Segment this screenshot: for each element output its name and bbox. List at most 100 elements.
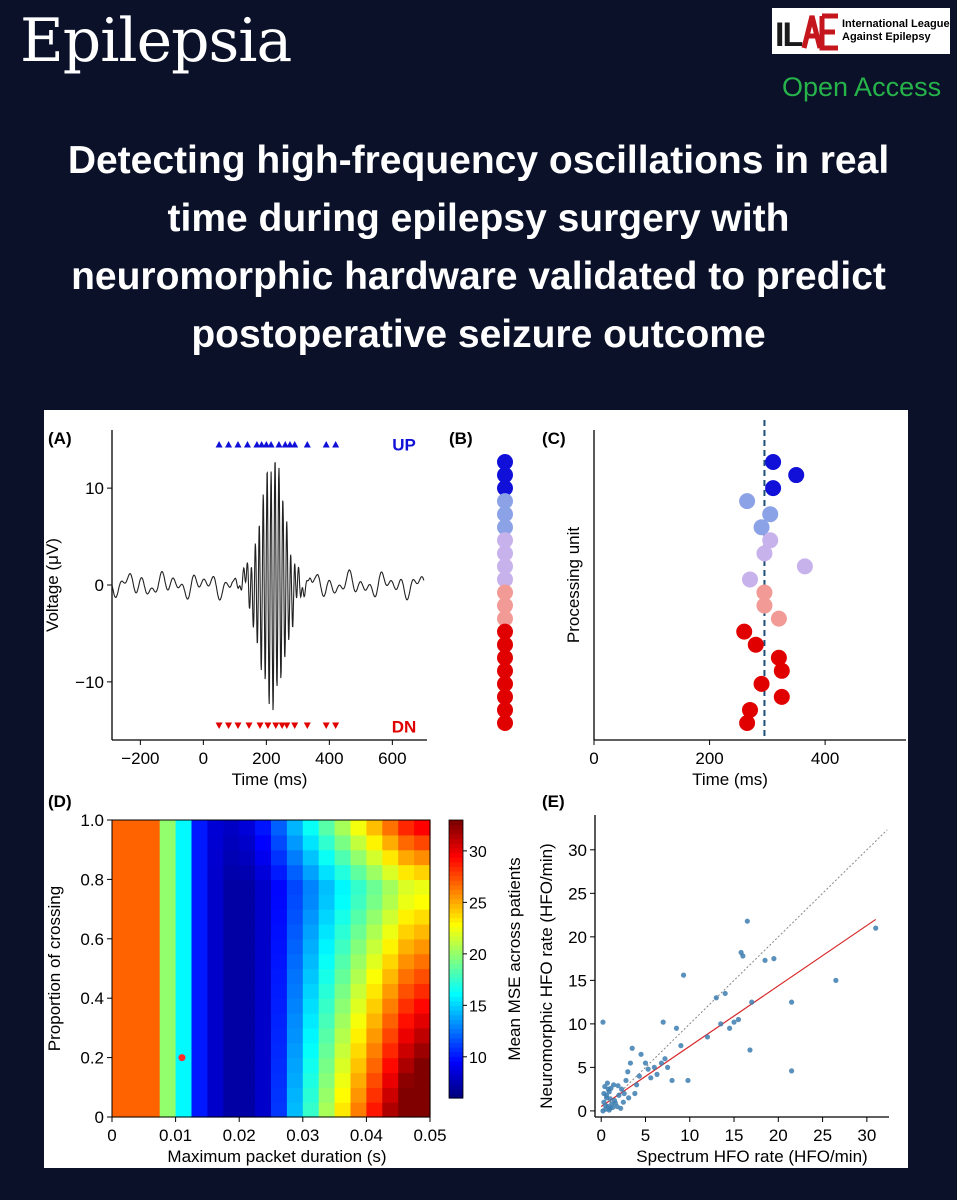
d-colorbar-step xyxy=(449,1037,463,1043)
ilae-line2: Against Epilepsy xyxy=(842,31,931,43)
d-heatmap-cell xyxy=(414,1027,431,1044)
a-dn-marker xyxy=(278,722,286,729)
d-heatmap-cell xyxy=(191,953,208,970)
d-heatmap-cell xyxy=(255,834,272,851)
a-up-marker xyxy=(303,441,311,448)
d-heatmap-cell xyxy=(271,849,288,866)
d-y-tick-label: 0.8 xyxy=(80,870,104,889)
d-heatmap-cell xyxy=(318,1057,336,1074)
e-data-point xyxy=(673,1025,680,1031)
e-data-point xyxy=(615,1083,621,1089)
d-heatmap-cell xyxy=(207,864,224,880)
d-heatmap-cell xyxy=(318,894,336,910)
e-data-point xyxy=(600,1019,606,1025)
d-heatmap-cell xyxy=(223,864,240,880)
e-identity-line xyxy=(600,829,888,1112)
d-heatmap-cell xyxy=(159,953,177,970)
a-up-marker xyxy=(258,441,266,448)
d-heatmap-cell xyxy=(271,923,288,940)
d-heatmap-cell xyxy=(159,1057,177,1074)
svg-text:IL: IL xyxy=(775,16,802,54)
d-heatmap-cell xyxy=(191,1057,208,1074)
b-unit-dot xyxy=(497,610,513,627)
a-x-tick-label: −200 xyxy=(121,749,159,768)
d-heatmap-cell xyxy=(191,1027,208,1044)
d-heatmap-cell xyxy=(302,834,320,851)
a-up-marker xyxy=(267,441,275,448)
b-unit-dot xyxy=(497,649,513,666)
c-spike-dot xyxy=(742,701,758,718)
e-data-point xyxy=(605,1086,611,1092)
d-heatmap-cell xyxy=(159,938,177,955)
d-heatmap-cell xyxy=(127,820,145,836)
b-unit-dot xyxy=(497,493,513,510)
d-heatmap-cell xyxy=(302,909,320,925)
d-heatmap-cell xyxy=(191,1072,208,1088)
d-heatmap-cell xyxy=(175,1087,193,1103)
e-data-point xyxy=(618,1105,624,1111)
d-heatmap-cell xyxy=(382,1072,399,1088)
panel-label-c: (C) xyxy=(542,429,566,448)
d-heatmap-cell xyxy=(207,879,224,895)
d-heatmap-cell xyxy=(334,968,352,984)
d-heatmap-cell xyxy=(143,909,161,925)
a-y-tick-label: −10 xyxy=(75,673,104,692)
d-heatmap-cell xyxy=(382,834,399,851)
d-heatmap-cell xyxy=(382,968,399,984)
a-up-marker xyxy=(332,441,340,448)
d-heatmap-cell xyxy=(143,894,161,910)
d-heatmap-cell xyxy=(271,1057,288,1074)
d-heatmap-cell xyxy=(127,1027,145,1044)
d-heatmap-cell xyxy=(318,909,336,925)
d-heatmap-cell xyxy=(271,909,288,925)
d-heatmap-cell xyxy=(414,1042,431,1059)
panel-label-d: (D) xyxy=(48,792,72,811)
d-heatmap-cell xyxy=(207,834,224,851)
d-heatmap-cell xyxy=(223,1057,240,1074)
d-heatmap-cell xyxy=(255,909,272,925)
d-heatmap-cell xyxy=(350,879,367,895)
d-heatmap-cell xyxy=(239,1087,256,1103)
d-heatmap-cell xyxy=(175,938,193,955)
d-heatmap-cell xyxy=(398,953,415,970)
e-x-axis-label: Spectrum HFO rate (HFO/min) xyxy=(636,1147,867,1166)
d-heatmap-cell xyxy=(255,1102,272,1118)
d-colorbar-step xyxy=(449,1060,463,1067)
c-spike-dot xyxy=(765,454,782,470)
d-heatmap-cell xyxy=(223,894,240,910)
d-heatmap-cell xyxy=(191,820,208,836)
d-heatmap-cell xyxy=(143,1057,161,1074)
d-colorbar-step xyxy=(449,838,463,844)
d-heatmap-cell xyxy=(366,1087,383,1103)
d-heatmap-cell xyxy=(382,953,399,970)
d-heatmap-cell xyxy=(334,983,352,999)
d-heatmap-cell xyxy=(255,820,272,836)
d-colorbar-step xyxy=(449,963,463,969)
e-data-point xyxy=(604,1080,610,1086)
d-heatmap-cell xyxy=(159,1072,177,1088)
d-heatmap-cell xyxy=(127,1013,145,1029)
c-spike-dot xyxy=(796,558,813,575)
d-heatmap-cell xyxy=(366,864,383,880)
d-heatmap-cell xyxy=(286,820,304,836)
d-heatmap-cell xyxy=(207,849,224,866)
d-heatmap-cell xyxy=(127,894,145,910)
d-heatmap-cell xyxy=(350,968,367,984)
d-heatmap-cell xyxy=(207,894,224,910)
d-heatmap-cell xyxy=(223,849,240,866)
d-colorbar-step xyxy=(449,880,463,886)
panel-label-e: (E) xyxy=(542,792,565,811)
d-heatmap-cell xyxy=(350,1102,367,1118)
e-data-point xyxy=(626,1095,632,1101)
d-x-tick-label: 0.02 xyxy=(223,1126,256,1145)
d-heatmap-cell xyxy=(414,923,431,940)
a-up-marker xyxy=(215,441,223,448)
d-colorbar-step xyxy=(449,1019,463,1025)
e-data-point xyxy=(638,1051,644,1057)
d-heatmap-cell xyxy=(398,983,415,999)
d-heatmap-cell xyxy=(143,1013,161,1029)
d-heatmap-cell xyxy=(382,1087,399,1103)
d-heatmap-cell xyxy=(286,864,304,880)
b-unit-dot xyxy=(497,597,513,614)
e-data-point xyxy=(629,1045,635,1051)
